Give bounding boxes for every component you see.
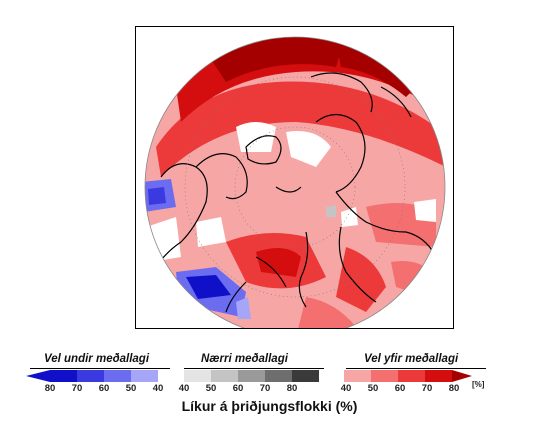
legend-below-swatch-50: [131, 370, 158, 382]
legend-above-bar: [344, 370, 472, 382]
legend-normal-tick: 40: [178, 383, 190, 394]
legend-below-title: Vel undir meðallagi: [44, 353, 150, 365]
legend-normal-rule: [184, 368, 324, 369]
legend-normal-title: Nærri meðallagi: [201, 353, 288, 365]
legend-below-tick: 50: [125, 383, 137, 394]
legend-below-tick: 80: [44, 383, 56, 394]
legend-normal-tick: 60: [232, 383, 244, 394]
legend-below-tick: 60: [98, 383, 110, 394]
legend-above-rule: [346, 368, 486, 369]
legend-above-tick: 80: [448, 383, 460, 394]
legend-below-swatch-60: [104, 370, 131, 382]
legend-above-swatch-50: [371, 370, 398, 382]
legend-below-arrow: [26, 370, 50, 382]
coastlines: [155, 72, 437, 313]
legend-normal-tick: 50: [205, 383, 217, 394]
legend-above-arrow: [452, 370, 472, 382]
legend-normal-swatch-80: [292, 370, 319, 382]
legend-normal-swatch-50: [211, 370, 238, 382]
legend-above-tick: 60: [394, 383, 406, 394]
legend-normal-tick: 80: [286, 383, 298, 394]
legend-below-bar: [26, 370, 158, 382]
legend-above-tick: 70: [421, 383, 433, 394]
legend-axis-title: Líkur á þriðjungsflokki (%): [181, 398, 358, 414]
legend-below-tick: 40: [152, 383, 164, 394]
legend-normal-tick: 70: [259, 383, 271, 394]
legend-unit-label: [%]: [472, 380, 485, 389]
legend-above-swatch-70: [425, 370, 452, 382]
legend-below-tick: 70: [71, 383, 83, 394]
legend-below-swatch-70: [77, 370, 104, 382]
legend-above-tick: 40: [340, 383, 352, 394]
legend-above-swatch-40: [344, 370, 371, 382]
legend-normal-swatch-40: [184, 370, 211, 382]
legend-below-swatch-80: [50, 370, 77, 382]
polar-map-svg: [144, 36, 446, 328]
legend-normal-bar: [184, 370, 319, 382]
legend-above-swatch-60: [398, 370, 425, 382]
legend-below-rule: [30, 368, 170, 369]
legend-above-tick: 50: [367, 383, 379, 394]
forecast-disc: [145, 37, 445, 328]
legend-normal-swatch-70: [265, 370, 292, 382]
probability-map: [135, 26, 454, 329]
legend-normal-swatch-60: [238, 370, 265, 382]
legend-above-title: Vel yfir meðallagi: [364, 353, 459, 365]
